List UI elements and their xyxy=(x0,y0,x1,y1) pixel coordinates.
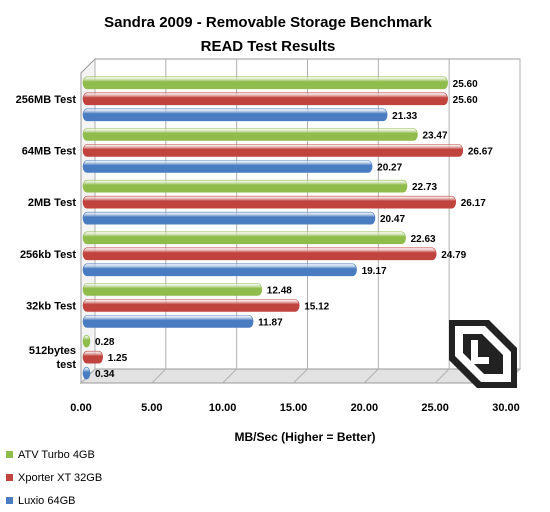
data-label-luxio-64gb-256mb-test: 21.33 xyxy=(392,111,417,122)
data-label-xporter-xt-32gb-512bytes-test: 1.25 xyxy=(108,353,128,364)
bar-atv-turbo-4gb-64mb-test xyxy=(82,128,418,141)
bar-xporter-xt-32gb-2mb-test xyxy=(82,195,457,209)
bar-luxio-64gb-32kb-test xyxy=(82,315,254,328)
bar-atv-turbo-4gb-2mb-test xyxy=(82,179,408,193)
data-label-atv-turbo-4gb-32kb-test: 12.48 xyxy=(267,286,292,297)
bar-atv-turbo-4gb-512bytes-test xyxy=(82,334,91,348)
gridline-floor xyxy=(151,368,167,384)
category-label-512bytes-test: 512bytes xyxy=(29,345,76,357)
x-tick-label: 20.00 xyxy=(351,402,379,414)
data-label-xporter-xt-32gb-32kb-test: 15.12 xyxy=(304,302,329,313)
legend-swatch-atv-turbo xyxy=(6,451,13,458)
gridline-floor xyxy=(434,368,450,384)
bar-luxio-64gb-2mb-test xyxy=(82,211,376,225)
legend: ATV Turbo 4GB Xporter XT 32GB Luxio 64GB xyxy=(6,443,102,512)
data-label-luxio-64gb-512bytes-test: 0.34 xyxy=(95,369,115,380)
legit-reviews-logo-icon xyxy=(449,320,517,388)
data-label-atv-turbo-4gb-256kb-test: 22.63 xyxy=(411,234,436,245)
bar-xporter-xt-32gb-512bytes-test xyxy=(82,350,104,364)
legend-label-atv-turbo: ATV Turbo 4GB xyxy=(18,448,95,461)
legend-label-luxio: Luxio 64GB xyxy=(18,494,76,507)
x-tick-label: 25.00 xyxy=(421,402,449,414)
bar-atv-turbo-4gb-32kb-test xyxy=(82,283,263,296)
data-label-xporter-xt-32gb-256kb-test: 24.79 xyxy=(441,250,466,261)
category-label-256kb-test: 256kb Test xyxy=(20,249,76,261)
legend-swatch-luxio xyxy=(6,497,13,504)
bar-luxio-64gb-512bytes-test xyxy=(82,366,91,380)
data-label-xporter-xt-32gb-2mb-test: 26.17 xyxy=(461,198,486,209)
data-label-xporter-xt-32gb-256mb-test: 25.60 xyxy=(453,95,478,106)
x-tick-label: 15.00 xyxy=(280,402,308,414)
data-label-atv-turbo-4gb-64mb-test: 23.47 xyxy=(422,131,447,142)
data-label-luxio-64gb-2mb-test: 20.47 xyxy=(380,214,405,225)
bar-luxio-64gb-256mb-test xyxy=(82,108,388,122)
x-tick-label: 0.00 xyxy=(70,402,91,414)
data-label-luxio-64gb-32kb-test: 11.87 xyxy=(258,318,283,329)
category-label-256mb-test: 256MB Test xyxy=(16,94,77,106)
legend-label-xporter-xt: Xporter XT 32GB xyxy=(18,471,103,484)
data-label-atv-turbo-4gb-256mb-test: 25.60 xyxy=(453,79,478,90)
category-label-2mb-test: 2MB Test xyxy=(28,197,76,209)
bar-atv-turbo-4gb-256kb-test xyxy=(82,231,406,245)
gridline-floor xyxy=(222,368,238,384)
bar-luxio-64gb-256kb-test xyxy=(82,263,357,277)
x-axis-title: MB/Sec (Higher = Better) xyxy=(234,430,375,444)
x-tick-label: 5.00 xyxy=(141,402,162,414)
legend-item-atv-turbo: ATV Turbo 4GB xyxy=(6,443,102,466)
bar-xporter-xt-32gb-256mb-test xyxy=(82,92,448,106)
legend-swatch-xporter-xt xyxy=(6,474,13,481)
data-label-luxio-64gb-64mb-test: 20.27 xyxy=(377,163,402,174)
gridline-floor xyxy=(363,368,379,384)
chart-subtitle: READ Test Results xyxy=(201,38,336,55)
bars: 25.60 25.60 21.33 23.47 26.67 20.27 22.73 26.17… xyxy=(82,76,493,380)
bar-xporter-xt-32gb-64mb-test xyxy=(82,144,464,157)
x-tick-labels: 0.00 5.00 10.00 15.00 20.00 25.00 30.00 xyxy=(70,402,519,414)
bar-xporter-xt-32gb-32kb-test xyxy=(82,299,300,312)
category-label-32kb-test: 32kb Test xyxy=(26,301,76,313)
data-label-atv-turbo-4gb-2mb-test: 22.73 xyxy=(412,182,437,193)
bar-xporter-xt-32gb-256kb-test xyxy=(82,247,437,261)
x-tick-label: 10.00 xyxy=(209,402,237,414)
data-label-luxio-64gb-256kb-test: 19.17 xyxy=(362,266,387,277)
category-labels: 256MB Test 64MB Test 2MB Test 256kb Test 32k… xyxy=(16,94,77,371)
legend-item-luxio: Luxio 64GB xyxy=(6,489,102,512)
legend-item-xporter-xt: Xporter XT 32GB xyxy=(6,466,102,489)
data-label-atv-turbo-4gb-512bytes-test: 0.28 xyxy=(95,337,115,348)
x-tick-label: 30.00 xyxy=(492,402,520,414)
gridline-floor xyxy=(293,368,308,384)
category-label-512bytes-test: test xyxy=(56,359,76,371)
chart-title: Sandra 2009 - Removable Storage Benchmar… xyxy=(104,14,432,31)
bar-luxio-64gb-64mb-test xyxy=(82,160,373,173)
data-label-xporter-xt-32gb-64mb-test: 26.67 xyxy=(468,147,493,158)
bar-atv-turbo-4gb-256mb-test xyxy=(82,76,448,90)
category-label-64mb-test: 64MB Test xyxy=(22,146,77,158)
